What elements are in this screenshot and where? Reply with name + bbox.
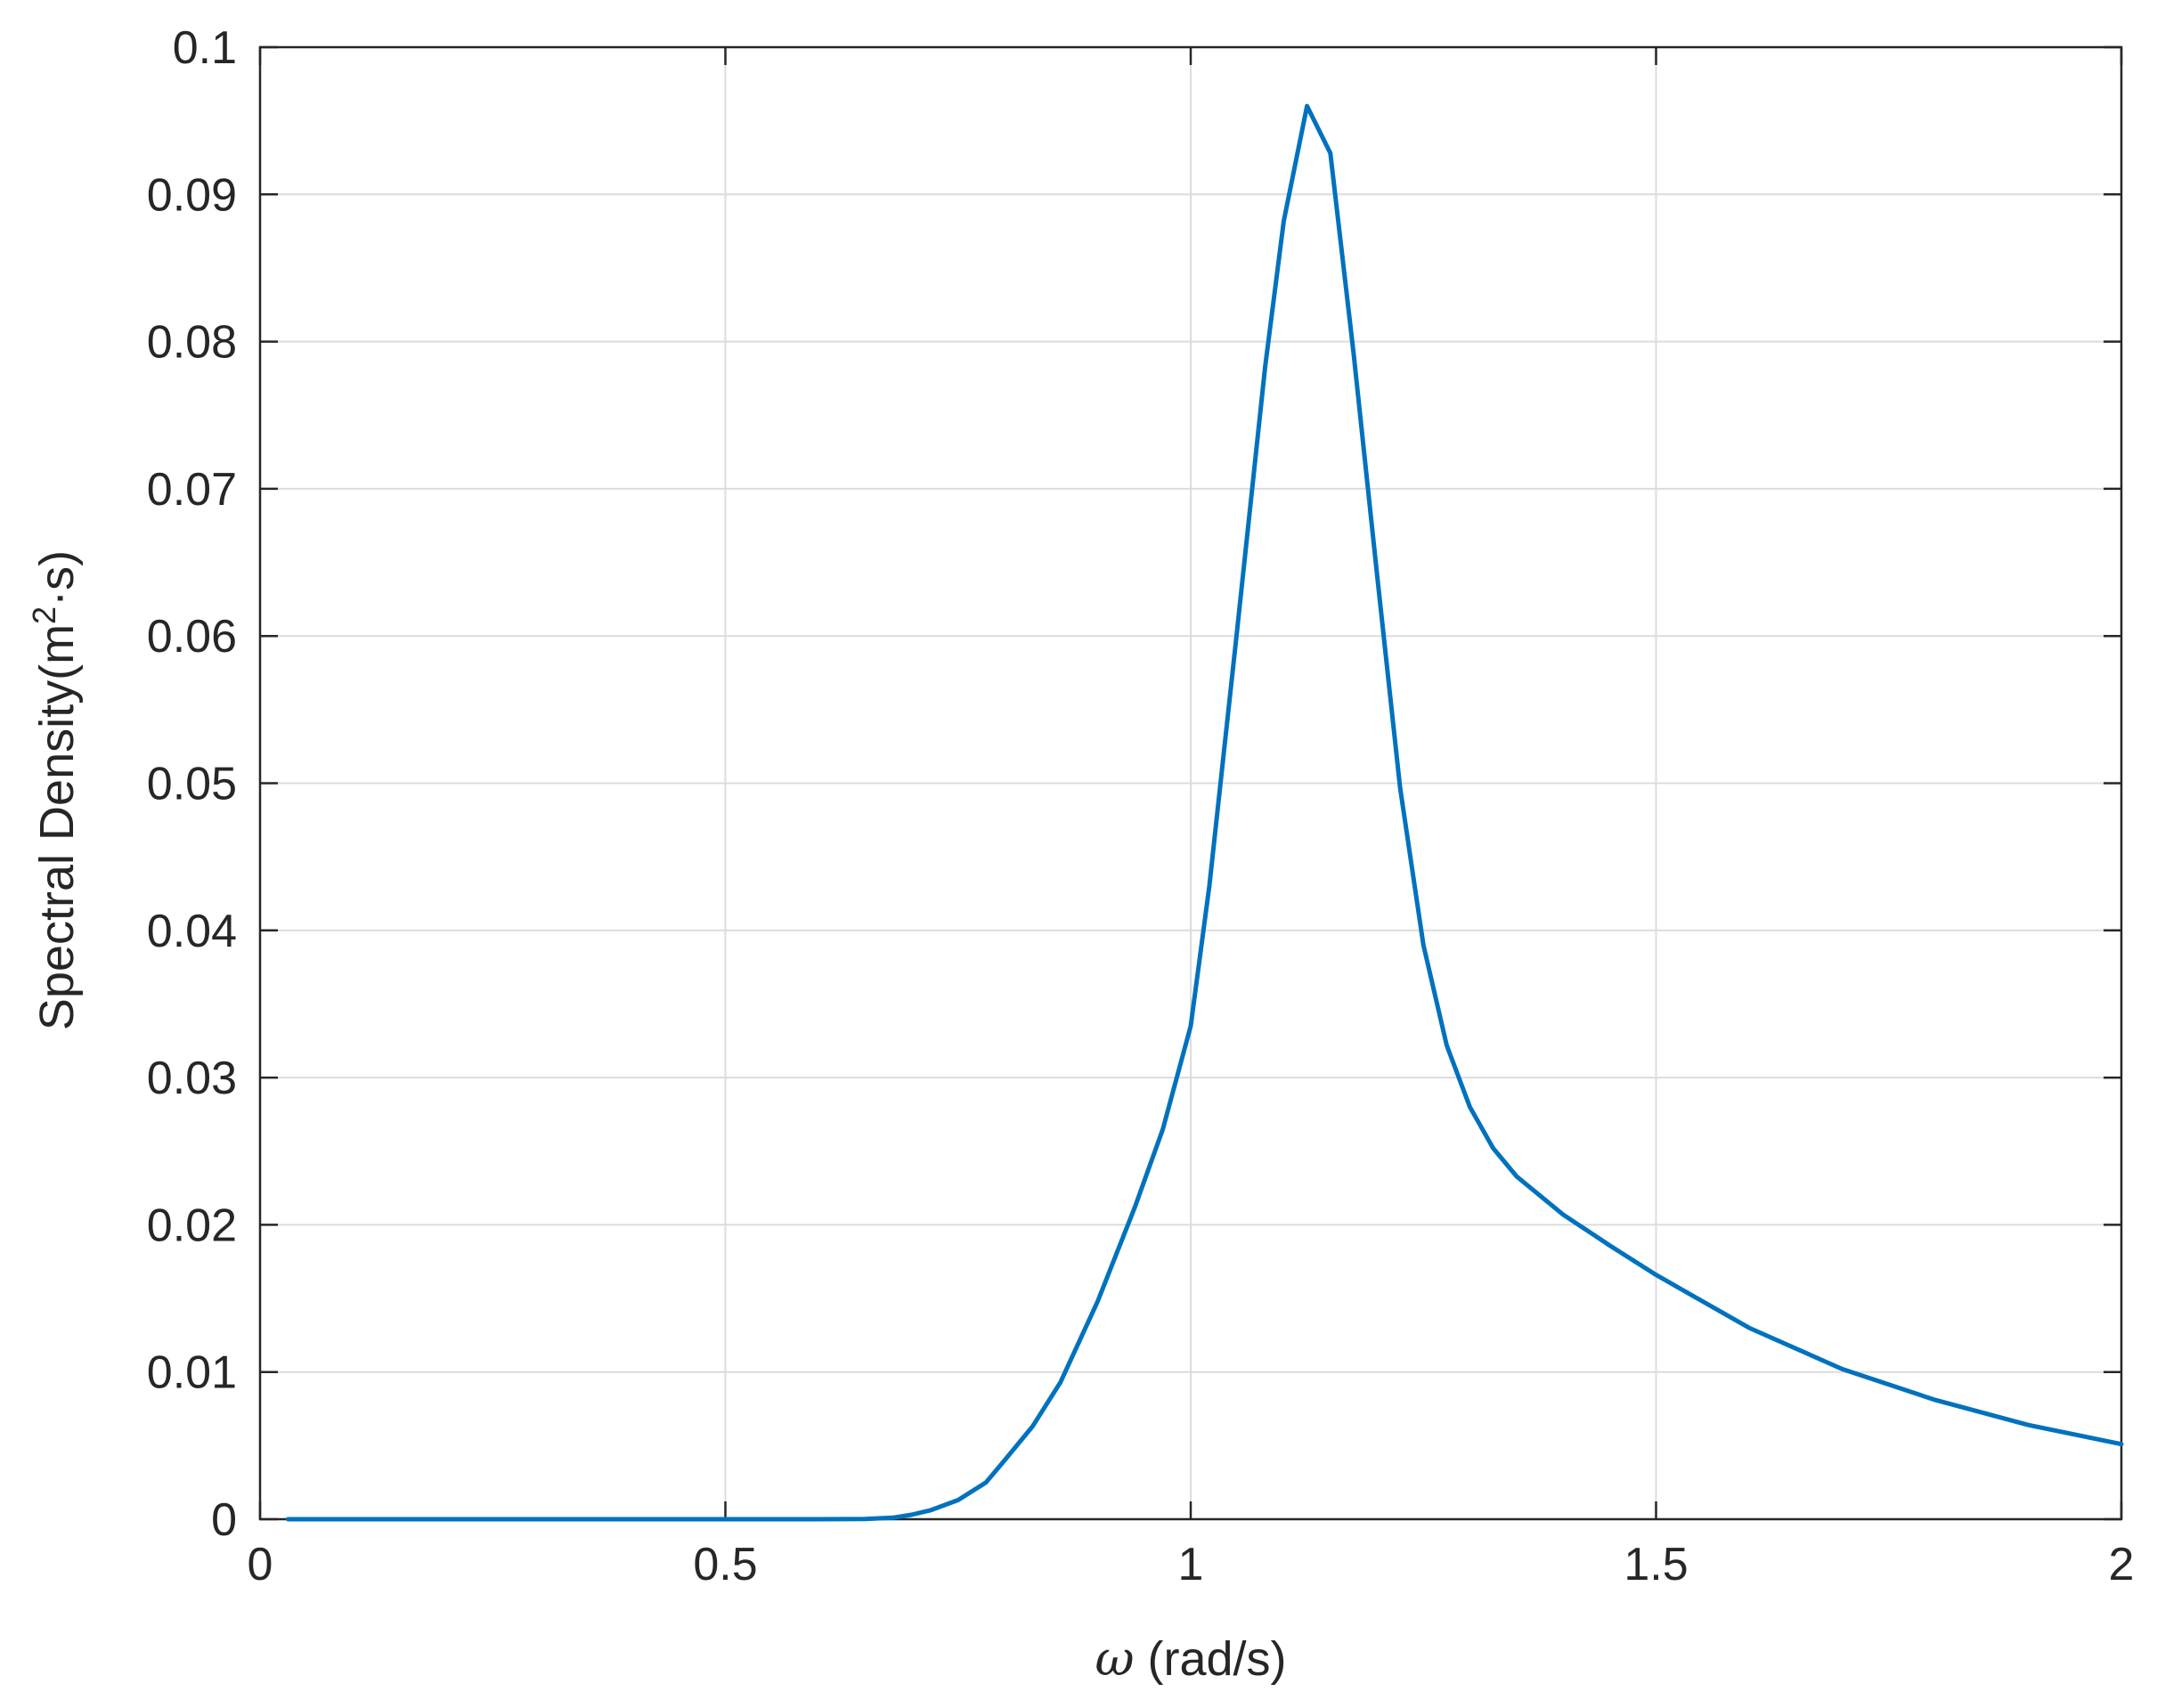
series-line [285,103,2124,1522]
x-axis-unit: (rad/s) [1135,1632,1287,1686]
y-axis-title-tail: ·s) [30,550,84,606]
series-group [285,103,2124,1522]
x-axis-title: ω (rad/s) [1095,1631,1286,1687]
x-tick-label: 0 [248,1539,273,1590]
y-tick-label: 0.01 [147,1347,237,1399]
y-axis-title-main: Spectral Density(m [30,624,84,1030]
y-tick-label: 0.09 [147,169,237,221]
x-tick-label: 2 [2109,1539,2135,1590]
x-axis-symbol: ω [1095,1631,1134,1687]
y-tick-label: 0.07 [147,464,237,516]
y-tick-label: 0 [211,1494,237,1546]
y-tick-labels: 0 0.01 0.02 0.03 0.04 0.05 0.06 0.07 0.08 0.09 0.1 [147,22,237,1546]
y-tick-label: 0.03 [147,1053,237,1104]
y-tick-label: 0.08 [147,317,237,369]
y-axis-title-superscript: 2 [26,606,62,624]
y-tick-label: 0.1 [173,22,237,74]
y-tick-label: 0.05 [147,759,237,810]
tick-marks [258,45,2123,1521]
y-tick-label: 0.02 [147,1200,237,1251]
y-tick-label: 0.04 [147,906,237,957]
grid [260,47,2121,1519]
x-tick-label: 1 [1178,1539,1204,1590]
x-tick-labels: 0 0.5 1 1.5 2 [248,1539,2135,1590]
y-axis-title: Spectral Density(m2·s) [26,550,84,1030]
x-tick-label: 1.5 [1624,1539,1688,1590]
x-tick-label: 0.5 [693,1539,757,1590]
y-tick-label: 0.06 [147,611,237,663]
